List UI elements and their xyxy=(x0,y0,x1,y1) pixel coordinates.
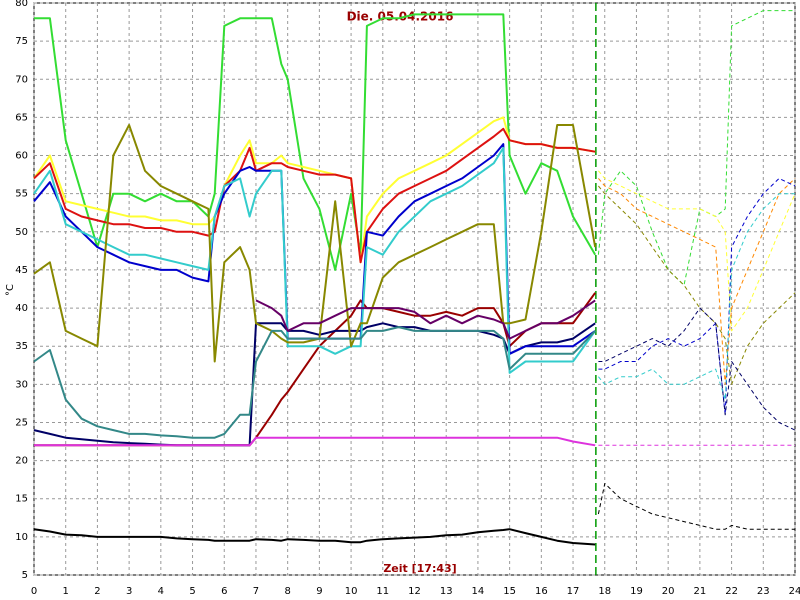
x-tick-label: 3 xyxy=(126,586,132,597)
series-line xyxy=(255,299,596,340)
series-line xyxy=(33,528,596,546)
x-tick-label: 17 xyxy=(567,586,580,597)
x-tick-label: 14 xyxy=(472,586,485,597)
x-tick-label: 24 xyxy=(789,586,800,597)
series-line xyxy=(33,326,596,439)
x-tick-label: 1 xyxy=(63,586,69,597)
x-tick-label: 8 xyxy=(284,586,290,597)
y-tick-label: 40 xyxy=(15,303,28,314)
series-line xyxy=(33,124,597,363)
x-tick-label: 22 xyxy=(725,586,738,597)
x-tick-label: 15 xyxy=(503,586,516,597)
y-tick-label: 70 xyxy=(15,74,28,85)
x-tick-label: 10 xyxy=(345,586,358,597)
y-tick-label: 65 xyxy=(15,112,28,123)
x-tick-label: 9 xyxy=(316,586,322,597)
x-tick-label: 16 xyxy=(535,586,548,597)
x-tick-label: 5 xyxy=(189,586,195,597)
y-tick-label: 35 xyxy=(15,341,28,352)
series-line xyxy=(34,436,596,447)
series-line xyxy=(33,127,596,264)
y-tick-label: 10 xyxy=(15,532,28,543)
x-tick-label: 7 xyxy=(253,586,259,597)
series-line xyxy=(598,178,796,385)
x-tick-label: 2 xyxy=(94,586,100,597)
x-tick-label: 18 xyxy=(598,586,611,597)
series-line xyxy=(598,307,796,431)
y-tick-label: 80 xyxy=(15,0,28,9)
y-tick-label: 20 xyxy=(15,456,28,467)
series-line xyxy=(34,13,597,271)
y-axis-label: °C xyxy=(5,284,16,296)
x-tick-label: 23 xyxy=(757,586,770,597)
x-tick-label: 21 xyxy=(694,586,707,597)
chart-title: Die. 05.04.2016 xyxy=(347,10,454,24)
x-tick-label: 4 xyxy=(158,586,164,597)
x-tick-label: 6 xyxy=(221,586,227,597)
y-tick-label: 55 xyxy=(15,189,28,200)
series-line xyxy=(33,322,596,447)
x-tick-label: 12 xyxy=(408,586,421,597)
series-line xyxy=(597,483,795,530)
x-tick-label: 11 xyxy=(376,586,389,597)
x-tick-label: 20 xyxy=(662,586,675,597)
y-tick-label: 45 xyxy=(15,265,28,276)
x-tick-label: 19 xyxy=(630,586,643,597)
series-line xyxy=(598,170,796,332)
y-tick-label: 15 xyxy=(15,494,28,505)
y-tick-label: 50 xyxy=(15,227,28,238)
y-tick-label: 30 xyxy=(15,379,28,390)
y-tick-label: 5 xyxy=(22,570,28,581)
series-line xyxy=(33,116,596,264)
x-tick-label: 0 xyxy=(31,586,37,597)
y-tick-label: 60 xyxy=(15,151,28,162)
y-tick-label: 75 xyxy=(15,36,28,47)
series-line xyxy=(597,10,795,286)
series-line xyxy=(33,146,597,374)
y-tick-label: 25 xyxy=(15,417,28,428)
series-line xyxy=(598,177,796,416)
x-tick-label: 13 xyxy=(440,586,453,597)
x-axis-label: Zeit [17:43] xyxy=(383,562,456,575)
